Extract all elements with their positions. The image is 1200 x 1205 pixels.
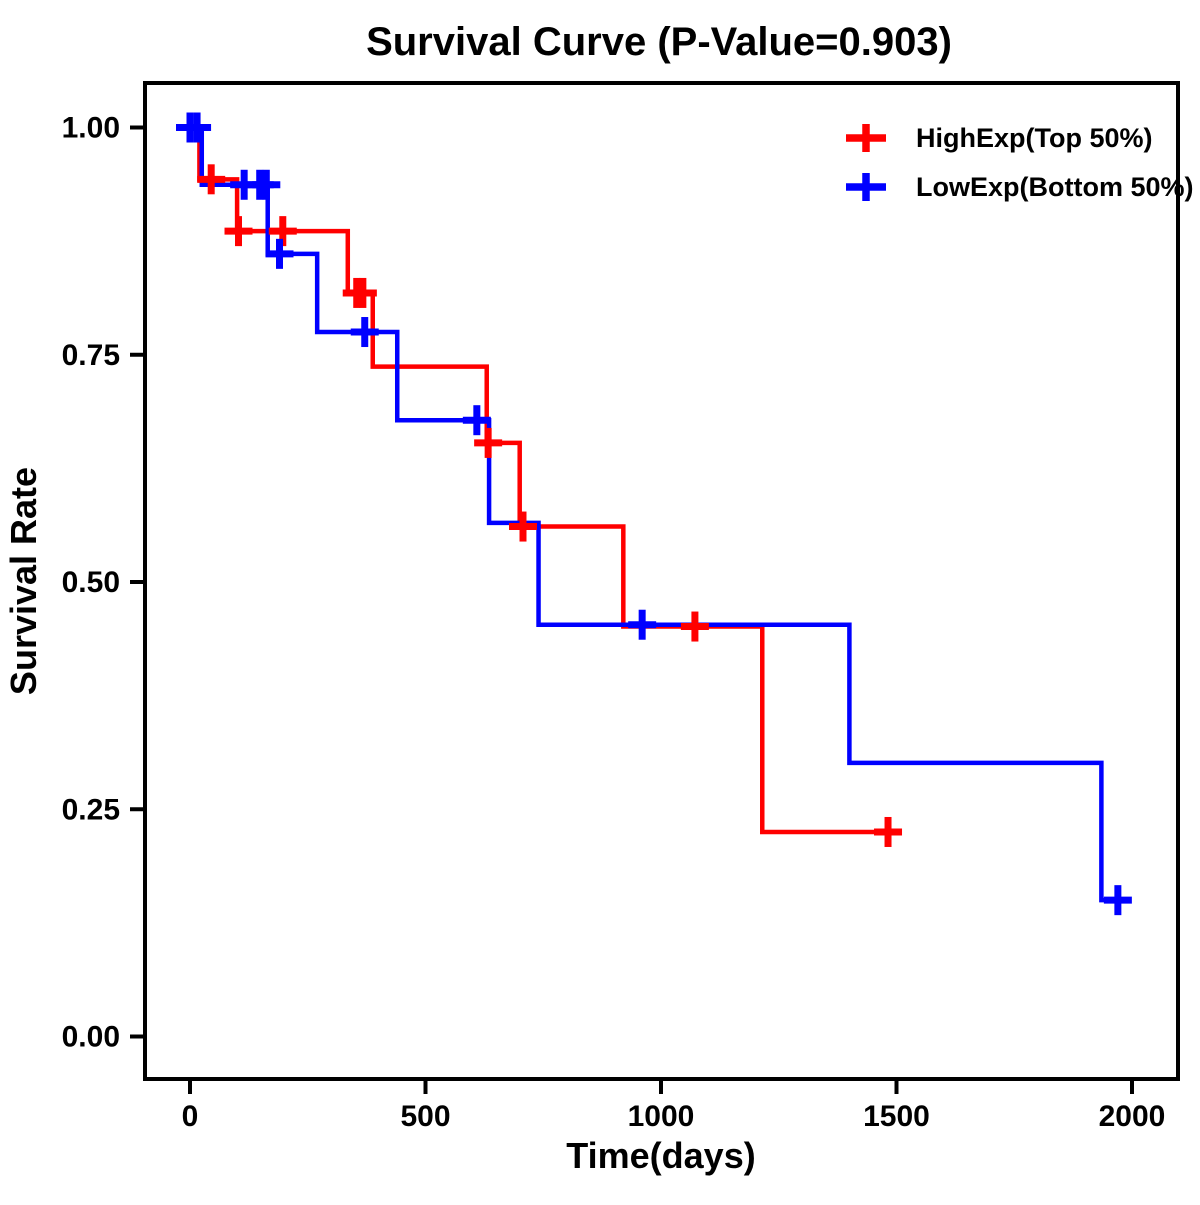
axis-ticks: 0 500 1000 1500 2000 0.00 0.25 0.50 0.75 1.00	[62, 112, 1166, 1134]
x-tick-label: 1500	[863, 1100, 930, 1133]
x-tick-label: 1000	[628, 1100, 695, 1133]
x-tick-label: 0	[182, 1100, 199, 1133]
legend-item-lowexp: LowExp(Bottom 50%)	[846, 172, 1194, 202]
y-tick-label: 1.00	[62, 112, 120, 145]
y-tick-label: 0.25	[62, 793, 120, 826]
y-tick-label: 0.50	[62, 566, 120, 599]
x-tick-label: 500	[400, 1100, 450, 1133]
legend: HighExp(Top 50%) LowExp(Bottom 50%)	[846, 123, 1194, 202]
x-tick-label: 2000	[1099, 1100, 1166, 1133]
y-tick-label: 0.00	[62, 1021, 120, 1054]
y-tick-label: 0.75	[62, 339, 120, 372]
plot-border	[143, 81, 1180, 1081]
chart-title: Survival Curve (P-Value=0.903)	[366, 20, 952, 64]
legend-label-highexp: HighExp(Top 50%)	[916, 123, 1153, 153]
legend-label-lowexp: LowExp(Bottom 50%)	[916, 172, 1194, 202]
y-axis-label: Survival Rate	[3, 467, 44, 695]
censor-marks	[176, 112, 1132, 916]
x-axis-label: Time(days)	[566, 1135, 755, 1176]
legend-item-highexp: HighExp(Top 50%)	[846, 123, 1153, 153]
